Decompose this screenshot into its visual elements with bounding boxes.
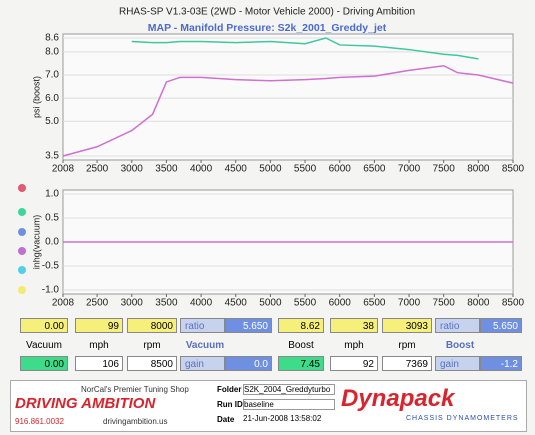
readout: 106	[75, 356, 123, 371]
readout: 0.0	[225, 356, 272, 371]
y-axis-label: inhg(vacuum)	[31, 215, 41, 270]
header-title: RHAS-SP V1.3-03E (2WD - Motor Vehicle 20…	[119, 7, 415, 18]
y-tick-label: 3.5	[45, 151, 59, 162]
x-tick-label: 5000	[259, 164, 282, 175]
charts: RHAS-SP V1.3-03E (2WD - Motor Vehicle 20…	[18, 7, 525, 309]
y-tick-label: 5.0	[45, 116, 59, 127]
readout: -1.2	[480, 356, 522, 371]
footer: NorCal's Premier Tuning Shop DRIVING AMB…	[10, 380, 527, 432]
x-tick-label: 8000	[467, 164, 490, 175]
x-tick-label: 5500	[294, 298, 317, 309]
folder: S2K_2004_Greddyturbo	[243, 384, 335, 395]
readout-header: rpm	[143, 340, 161, 351]
y-tick-label: -0.5	[42, 261, 60, 272]
x-tick-label: 8000	[467, 298, 490, 309]
x-tick-label: 7500	[433, 298, 456, 309]
readout-label: ratio	[435, 318, 480, 333]
x-tick-label: 5000	[259, 298, 282, 309]
tagline: NorCal's Premier Tuning Shop	[81, 385, 189, 394]
x-tick-label: 3500	[155, 164, 178, 175]
readout: 8.62	[278, 318, 324, 333]
readout-header: rpm	[398, 340, 416, 351]
readout: 0.00	[20, 356, 68, 371]
y-axis-label: psi (boost)	[31, 76, 41, 118]
readout: 7369	[382, 356, 432, 371]
legend-dots	[18, 184, 26, 294]
x-tick-label: 8500	[502, 298, 525, 309]
brand: Dynapack	[341, 385, 455, 412]
chart-title: MAP - Manifold Pressure: S2k_2001_Greddy…	[148, 22, 387, 34]
x-tick-label: 2008	[52, 298, 75, 309]
x-tick-label: 8500	[502, 164, 525, 175]
x-tick-label: 6000	[329, 298, 352, 309]
x-tick-label: 2008	[52, 164, 75, 175]
readout: 8000	[127, 318, 177, 333]
date-label: Date	[217, 415, 235, 424]
plot-area	[62, 33, 514, 161]
readout: 0.00	[20, 318, 68, 333]
x-tick-label: 4000	[190, 164, 213, 175]
x-tick-label: 3000	[121, 298, 144, 309]
x-tick-label: 6500	[363, 164, 386, 175]
readout: 99	[75, 318, 123, 333]
x-tick-label: 2500	[86, 298, 109, 309]
x-tick-label: 7000	[398, 298, 421, 309]
x-tick-label: 3000	[121, 164, 144, 175]
readout: 92	[330, 356, 378, 371]
readout: 5.650	[225, 318, 272, 333]
readout-label: gain	[180, 356, 225, 371]
phone: 916.861.0032	[15, 417, 64, 426]
readout-header: Boost	[288, 340, 314, 351]
x-tick-label: 7000	[398, 164, 421, 175]
y-tick-label: 6.0	[45, 93, 59, 104]
y-tick-label: 0.5	[45, 213, 59, 224]
x-tick-label: 4000	[190, 298, 213, 309]
readout-label: gain	[435, 356, 480, 371]
x-tick-label: 7500	[433, 164, 456, 175]
date: 21-Jun-2008 13:58:02	[243, 414, 322, 423]
x-tick-label: 3500	[155, 298, 178, 309]
x-tick-label: 6500	[363, 298, 386, 309]
readout-header: mph	[344, 340, 364, 351]
readout: 7.45	[278, 356, 324, 371]
x-tick-label: 4500	[225, 164, 248, 175]
y-tick-label: -1.0	[42, 285, 60, 296]
readout: 5.650	[480, 318, 522, 333]
x-tick-label: 6000	[329, 164, 352, 175]
readout: 3093	[382, 318, 432, 333]
x-tick-label: 5500	[294, 164, 317, 175]
y-tick-label: 8.0	[45, 47, 59, 58]
url: drivingambition.us	[103, 417, 168, 426]
folder-label: Folder	[217, 385, 242, 394]
y-tick-label: 0.0	[45, 237, 59, 248]
series-line	[62, 64, 514, 157]
series-line	[131, 37, 479, 60]
y-tick-label: 1.0	[45, 189, 59, 200]
logo: DRIVING AMBITION	[15, 395, 156, 412]
readout: 38	[330, 318, 378, 333]
readout: 8500	[127, 356, 177, 371]
readout-label: ratio	[180, 318, 225, 333]
readout-header: Vacuum	[26, 340, 62, 351]
x-tick-label: 2500	[86, 164, 109, 175]
readout-header: Boost	[445, 340, 475, 351]
readout-header: mph	[89, 340, 109, 351]
y-tick-label: 8.6	[45, 33, 59, 44]
run-label: Run ID	[217, 400, 243, 409]
brand-sub: CHASSIS DYNAMOMETERS	[406, 415, 519, 422]
readout-header: Vacuum	[185, 340, 225, 351]
y-tick-label: 7.0	[45, 70, 59, 81]
x-tick-label: 4500	[225, 298, 248, 309]
run-id: baseline	[243, 399, 335, 410]
